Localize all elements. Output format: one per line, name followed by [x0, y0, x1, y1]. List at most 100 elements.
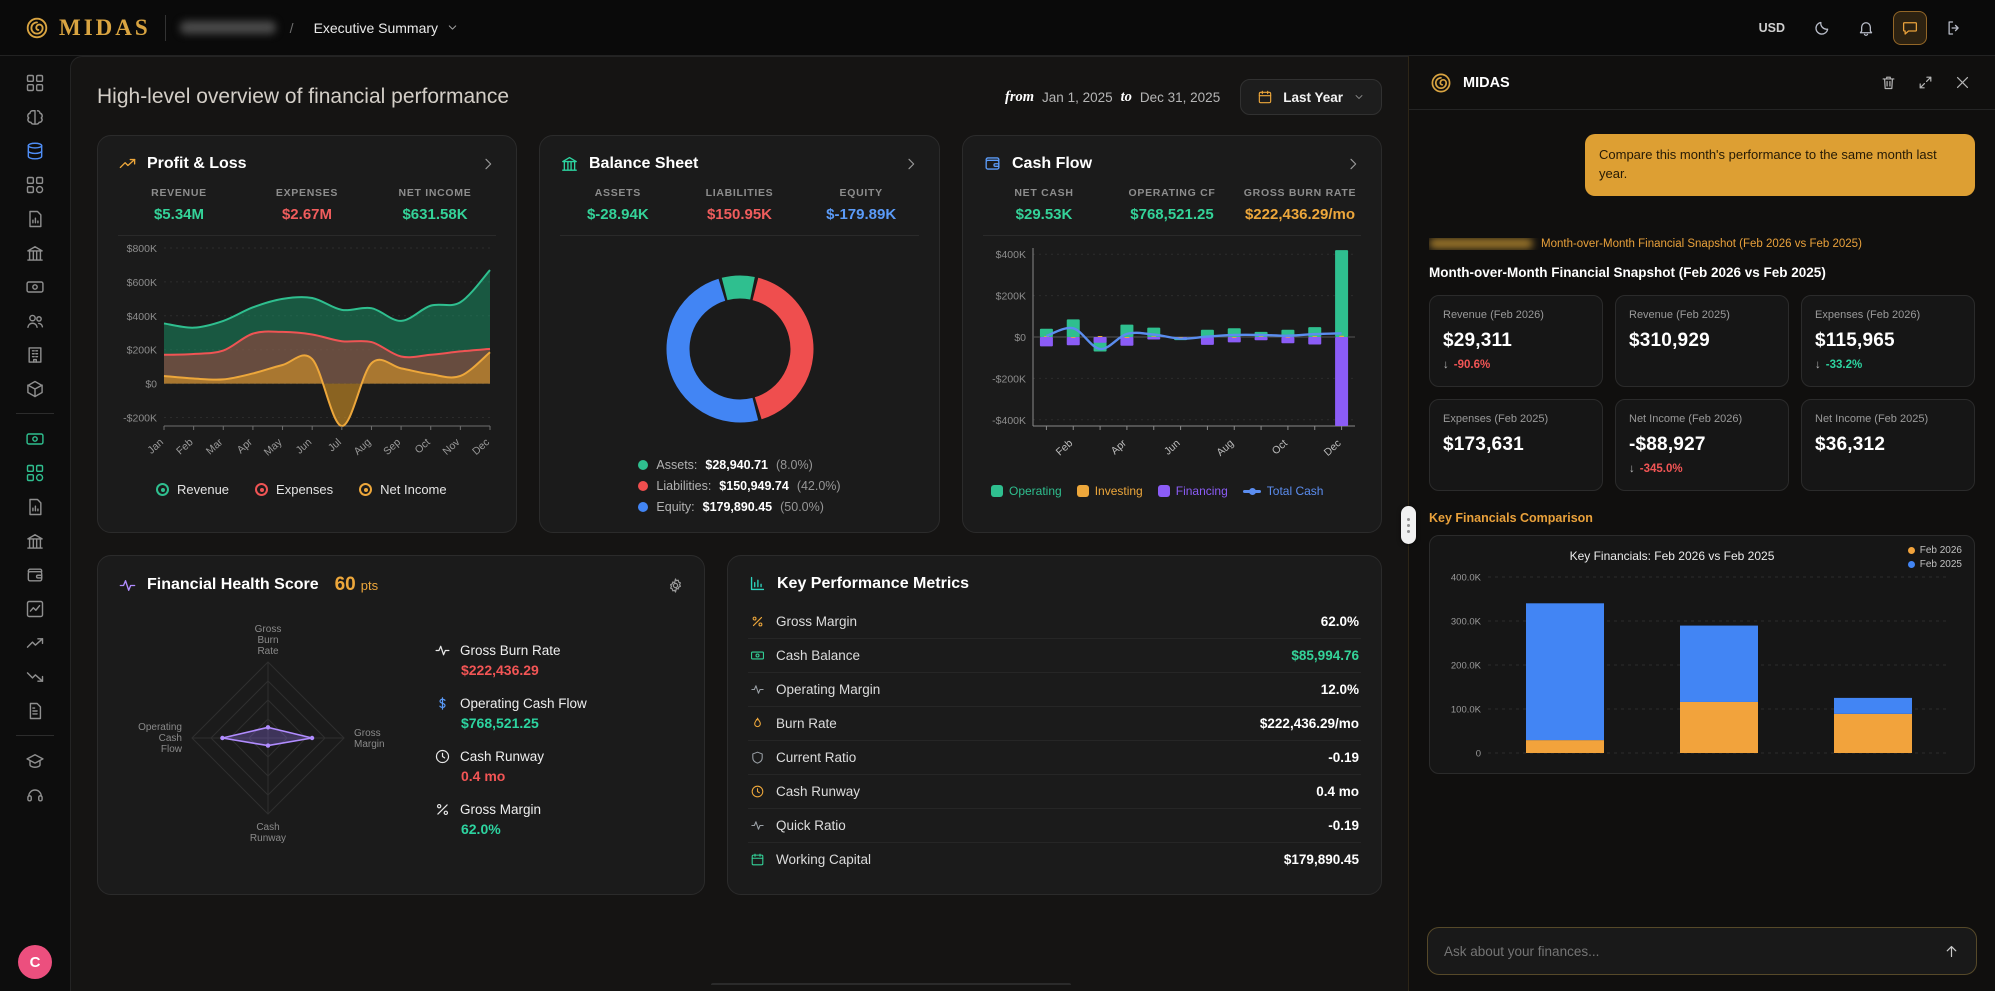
expand-icon — [1917, 74, 1934, 91]
send-button[interactable] — [1941, 941, 1962, 962]
open-cashflow-button[interactable] — [1345, 156, 1361, 172]
midas-swirl-icon — [24, 15, 50, 41]
sidebar-item-cash-card-11[interactable] — [15, 422, 55, 455]
comparison-heading[interactable]: Key Financials Comparison — [1429, 510, 1593, 525]
page-heading: High-level overview of financial perform… — [97, 85, 510, 108]
sidebar-divider — [16, 735, 54, 736]
sidebar-item-wallet-15[interactable] — [15, 558, 55, 591]
sidebar-item-bank-14[interactable] — [15, 524, 55, 557]
panel-resize-handle[interactable] — [1401, 506, 1416, 544]
trash-button[interactable] — [1876, 70, 1901, 95]
sidebar-item-report-chart-4[interactable] — [15, 202, 55, 235]
gear-icon — [667, 577, 684, 594]
svg-text:Apr: Apr — [1109, 437, 1130, 457]
snapshot-link[interactable]: Month-over-Month Financial Snapshot (Feb… — [1541, 237, 1862, 250]
calendar-icon — [750, 852, 765, 867]
legend-item: Operating — [991, 484, 1062, 498]
package-icon — [25, 379, 45, 399]
brand-logo[interactable]: MIDAS — [24, 15, 151, 41]
pnl-chart: $800K $600K $400K $200K $0 -$200K Jan Feb Mar Apr… — [118, 240, 496, 478]
bell-button[interactable] — [1849, 11, 1883, 45]
snapshot-metric-card-3: Expenses (Feb 2025) $173,631 — [1429, 398, 1603, 491]
assistant-input[interactable] — [1442, 942, 1941, 960]
legend-item: Financing — [1157, 484, 1228, 498]
logout-button[interactable] — [1937, 11, 1971, 45]
stat: REVENUE $5.34M — [118, 187, 240, 223]
health-settings-button[interactable] — [667, 577, 684, 594]
stat: ASSETS $-28.94K — [560, 187, 676, 223]
stat-label: EXPENSES — [275, 187, 339, 199]
sidebar-item-building-8[interactable] — [15, 338, 55, 371]
headset-icon — [25, 785, 45, 805]
sidebar-item-document-19[interactable] — [15, 694, 55, 727]
stat-value: $222,436.29/mo — [1244, 206, 1356, 223]
chevron-down-icon — [1353, 91, 1365, 103]
svg-text:400.0K: 400.0K — [1451, 572, 1482, 583]
balance-legend: Assets: $28,940.71 (8.0%) Liabilities: $150,… — [638, 458, 841, 514]
to-date[interactable]: Dec 31, 2025 — [1139, 89, 1221, 105]
sidebar-item-trend-down-18[interactable] — [15, 660, 55, 693]
users-icon — [25, 311, 45, 331]
stat-value: $-179.89K — [826, 206, 897, 223]
legend-item: Expenses — [255, 482, 333, 497]
page-selector[interactable]: Executive Summary — [308, 19, 465, 37]
dollar-icon — [434, 695, 451, 712]
balance-sheet-card: Balance Sheet ASSETS $-28.94K LIABILITIES $… — [539, 135, 940, 533]
sidebar-item-users-7[interactable] — [15, 304, 55, 337]
sidebar-item-trend-up-17[interactable] — [15, 626, 55, 659]
svg-text:-$200K: -$200K — [123, 413, 157, 425]
svg-text:$600K: $600K — [127, 277, 157, 289]
cashflow-legend: Operating Investing Financing Total Cash — [983, 478, 1361, 498]
snapshot-metric-card-5: Net Income (Feb 2025) $36,312 — [1801, 398, 1975, 491]
svg-text:May: May — [262, 436, 285, 459]
sidebar-item-headset-22[interactable] — [15, 778, 55, 811]
apps-grid-icon — [25, 175, 45, 195]
avatar[interactable]: C — [18, 945, 52, 979]
expand-button[interactable] — [1913, 70, 1938, 95]
open-pnl-button[interactable] — [480, 156, 496, 172]
assistant-header: MIDAS — [1409, 56, 1995, 110]
svg-text:Dec: Dec — [470, 436, 492, 457]
sidebar-item-database-2[interactable] — [15, 134, 55, 167]
trend-up-icon — [118, 154, 137, 173]
range-preset-button[interactable]: Last Year — [1240, 79, 1382, 115]
metric-row: Working Capital $179,890.45 — [748, 843, 1361, 876]
metric-row: Quick Ratio -0.19 — [747, 809, 1361, 843]
sidebar-item-dashboard-grid-0[interactable] — [15, 66, 55, 99]
sidebar-item-package-9[interactable] — [15, 372, 55, 405]
bank-icon — [560, 154, 579, 173]
sidebar-item-apps-grid-3[interactable] — [15, 168, 55, 201]
sidebar-item-chart-line-16[interactable] — [15, 592, 55, 625]
stat: EXPENSES $2.67M — [246, 187, 368, 223]
metric-row: Operating Margin 12.0% — [747, 673, 1361, 707]
moon-button[interactable] — [1805, 11, 1839, 45]
sidebar-item-graduation-cap-21[interactable] — [15, 744, 55, 777]
stat: NET INCOME $631.58K — [374, 187, 496, 223]
snapshot-link-line: Month-over-Month Financial Snapshot (Feb… — [1429, 238, 1975, 250]
sidebar-item-ai-brain-1[interactable] — [15, 100, 55, 133]
snapshot-metric-card-0: Revenue (Feb 2026) $29,311 ↓ -90.6% — [1429, 294, 1603, 387]
sidebar-item-bank-5[interactable] — [15, 236, 55, 269]
building-icon — [25, 345, 45, 365]
currency-button[interactable]: USD — [1753, 11, 1791, 45]
sidebar-item-apps-grid-12[interactable] — [15, 456, 55, 489]
sidebar-item-report-chart-13[interactable] — [15, 490, 55, 523]
chat-icon — [1901, 19, 1919, 37]
percent-icon — [750, 614, 765, 629]
svg-text:Aug: Aug — [1214, 437, 1236, 459]
dashboard-grid-icon — [25, 73, 45, 93]
document-icon — [25, 701, 45, 721]
stat-label: NET INCOME — [398, 187, 472, 199]
metric-row: Burn Rate $222,436.29/mo — [747, 707, 1361, 741]
metric-row: Cash Balance $85,994.76 — [747, 639, 1361, 673]
key-metrics-card: Key Performance Metrics Gross Margin 62.0… — [726, 555, 1382, 895]
from-date[interactable]: Jan 1, 2025 — [1042, 89, 1113, 105]
svg-text:0: 0 — [1476, 748, 1481, 759]
wallet-icon — [25, 565, 45, 585]
legend-item: Feb 2026 — [1907, 545, 1962, 556]
apps-grid-icon — [25, 463, 45, 483]
close-button[interactable] — [1950, 70, 1975, 95]
open-balance-button[interactable] — [903, 156, 919, 172]
sidebar-item-cash-card-6[interactable] — [15, 270, 55, 303]
chat-button[interactable] — [1893, 10, 1927, 45]
